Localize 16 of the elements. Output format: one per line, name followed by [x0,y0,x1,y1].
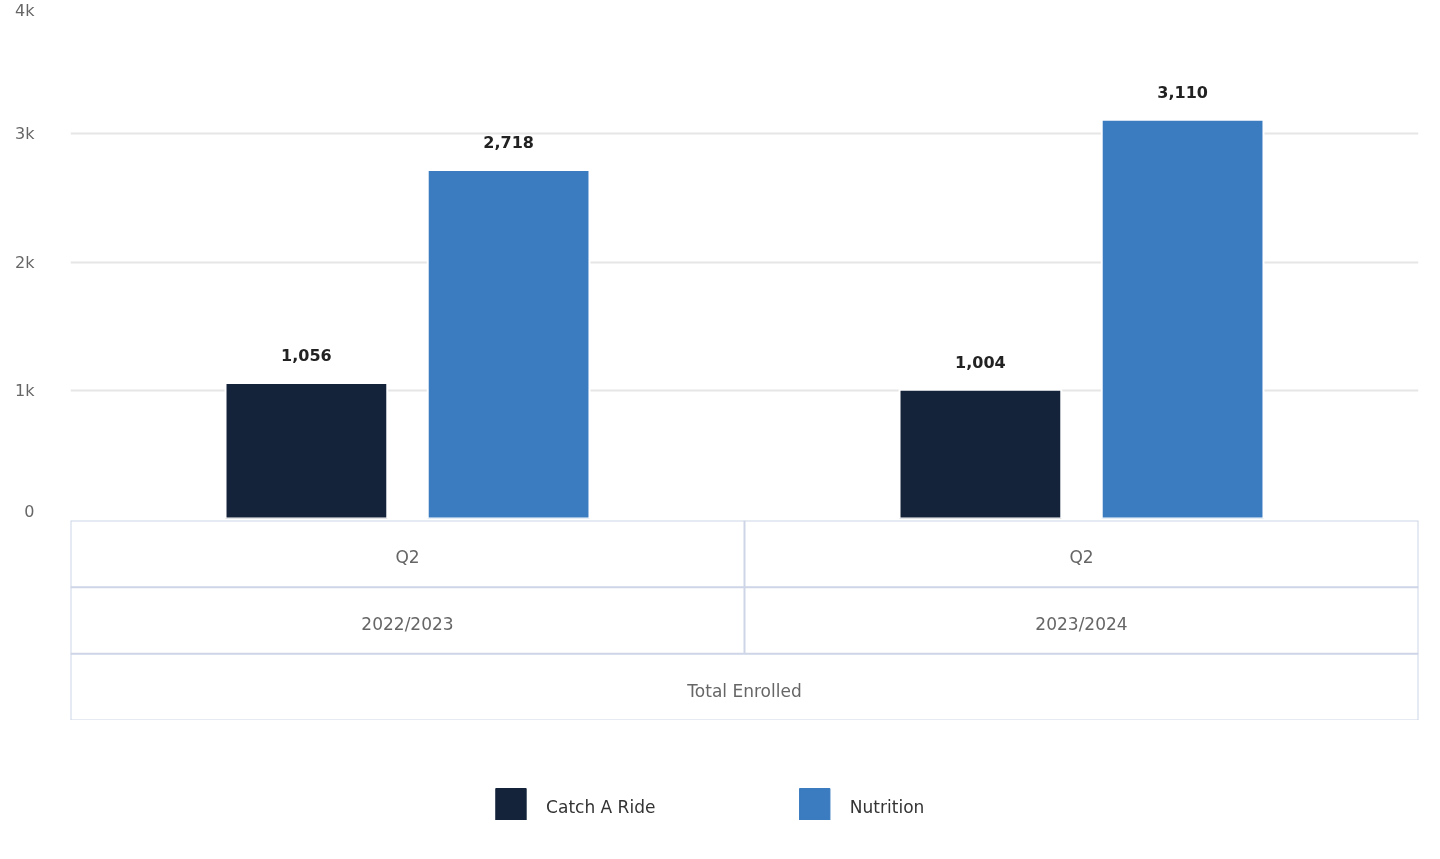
y-tick-label: 0 [24,501,35,521]
data-label: 3,110 [1157,82,1208,102]
legend-label: Catch A Ride [546,796,656,817]
x-tick-label: Q2 [1069,547,1094,568]
data-label: 1,004 [955,352,1006,372]
y-tick-label: 2k [15,252,36,272]
text: 2023/2024 [1035,613,1128,634]
x-tick-label: Q2 [395,547,420,568]
y-tick-label: 1k [15,380,36,400]
y-tick-label: 3k [15,124,36,144]
text: Total Enrolled [686,680,802,701]
data-label: 2,718 [483,132,534,152]
text: 2022/2023 [361,613,454,634]
legend-label: Nutrition [849,796,925,817]
y-tick-label: 4k [15,0,36,20]
data-label: 1,056 [281,346,332,366]
